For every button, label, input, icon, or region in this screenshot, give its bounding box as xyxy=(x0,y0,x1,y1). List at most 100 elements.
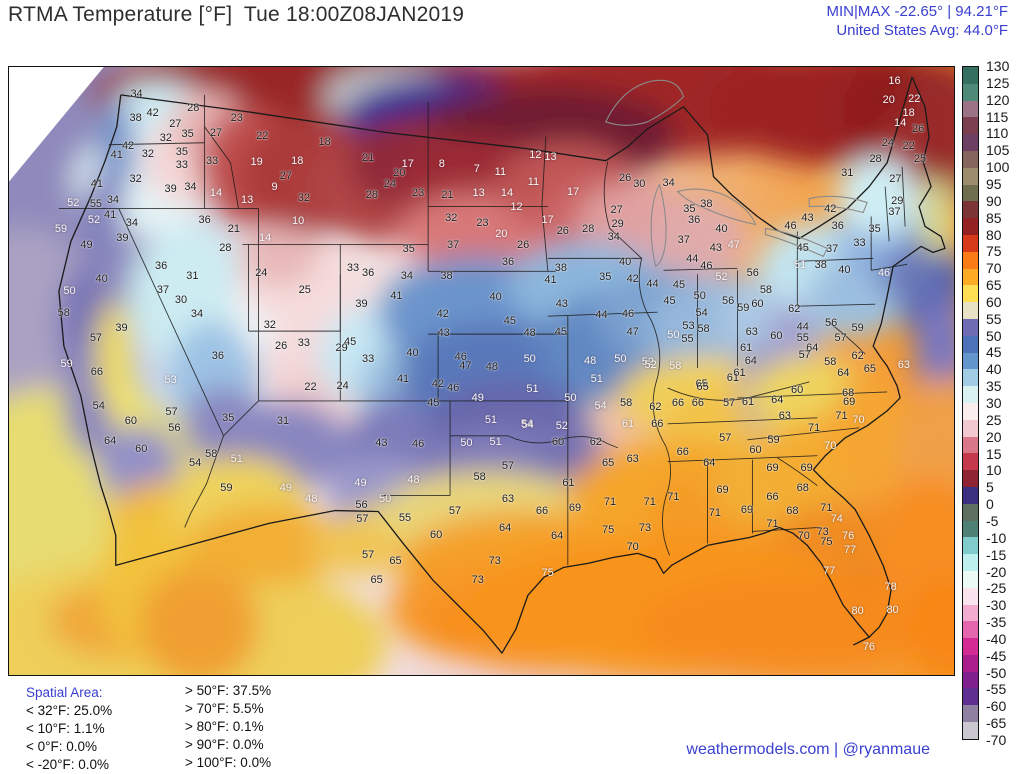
temperature-value-label: 51 xyxy=(526,382,539,395)
temperature-value-label: 44 xyxy=(646,278,659,291)
temperature-value-label: 14 xyxy=(894,116,907,129)
temperature-value-label: 60 xyxy=(430,529,443,542)
colorbar-tick: 35 xyxy=(986,378,1002,395)
temperature-value-label: 27 xyxy=(889,172,902,185)
colorbar-band xyxy=(963,470,978,487)
temperature-value-label: 29 xyxy=(335,341,348,354)
temperature-value-label: 48 xyxy=(584,355,597,368)
temperature-value-label: 50 xyxy=(523,352,536,365)
colorbar-band xyxy=(963,436,978,454)
temperature-value-label: 39 xyxy=(116,232,129,245)
colorbar-tick: 25 xyxy=(986,411,1002,428)
temperature-value-label: 69 xyxy=(842,396,856,408)
temperature-value-label: 60 xyxy=(135,442,148,455)
temperature-value-label: 35 xyxy=(175,145,189,158)
temperature-value-label: 34 xyxy=(400,269,413,282)
temperature-value-label: 43 xyxy=(437,327,450,340)
temperature-value-label: 52 xyxy=(715,271,728,284)
temperature-value-label: 44 xyxy=(796,321,809,334)
temperature-value-label: 31 xyxy=(186,270,199,283)
temperature-value-label: 56 xyxy=(355,499,368,512)
temperature-value-label: 54 xyxy=(189,456,202,469)
temperature-value-label: 66 xyxy=(90,366,103,379)
colorbar-tick: 75 xyxy=(986,243,1002,260)
colorbar-tick: -60 xyxy=(986,698,1007,715)
colorbar-ticks: 130 125 120 115 110 105 100 95 90 85 80 75 70 65 60 55 5… xyxy=(986,58,1022,748)
temperature-value-label: 51 xyxy=(230,452,243,465)
temperature-value-label: 28 xyxy=(219,242,232,255)
temperature-value-label: 62 xyxy=(851,349,864,362)
temperature-value-label: 71 xyxy=(708,506,722,519)
colorbar-tick: -5 xyxy=(986,512,999,529)
temperature-value-label: 39 xyxy=(164,182,177,195)
temperature-value-label: 58 xyxy=(473,471,486,484)
temperature-value-label: 52 xyxy=(67,196,80,209)
temperature-value-label: 51 xyxy=(793,258,807,271)
minmax-line: MIN|MAX -22.65° | 94.21°F xyxy=(826,3,1008,20)
temperature-value-label: 48 xyxy=(485,360,499,373)
colorbar-band xyxy=(963,587,978,605)
temperature-colorbar: 130 125 120 115 110 105 100 95 90 85 80 75 70 65 60 55 5… xyxy=(962,58,1022,748)
stat-line-below-threshold: < -20°F: 0.0% xyxy=(26,757,110,772)
colorbar-band xyxy=(963,688,978,706)
temperature-value-label: 21 xyxy=(441,188,454,201)
temperature-value-label: 64 xyxy=(806,341,819,354)
temperature-value-label: 35 xyxy=(683,203,696,216)
temperature-value-label: 66 xyxy=(535,504,549,517)
colorbar-tick: 40 xyxy=(986,361,1002,378)
temperature-value-label: 18 xyxy=(291,154,304,167)
temperature-value-label: 70 xyxy=(797,530,810,543)
temperature-value-label: 71 xyxy=(643,495,656,508)
temperature-value-label: 77 xyxy=(823,565,836,578)
colorbar-band xyxy=(963,604,978,622)
temperature-value-label: 32 xyxy=(141,147,155,160)
temperature-value-label: 17 xyxy=(541,213,554,226)
temperature-value-label: 66 xyxy=(651,417,664,430)
colorbar-tick: -20 xyxy=(986,563,1007,580)
colorbar-band xyxy=(963,134,978,151)
colorbar-band xyxy=(963,318,978,336)
page-title: RTMA Temperature [°F] Tue 18:00Z08JAN201… xyxy=(8,3,465,26)
temperature-value-label: 59 xyxy=(851,322,864,335)
temperature-value-label: 65 xyxy=(695,377,708,390)
temperature-value-label: 27 xyxy=(209,126,223,139)
temperature-value-label: 73 xyxy=(638,522,652,535)
temperature-value-label: 19 xyxy=(250,155,263,168)
temperature-value-label: 26 xyxy=(556,225,569,238)
temperature-value-label: 57 xyxy=(722,396,736,409)
temperature-value-label: 69 xyxy=(716,483,729,496)
temperature-value-label: 47 xyxy=(626,326,639,339)
temperature-value-label: 52 xyxy=(641,355,654,368)
colorbar-band xyxy=(963,537,978,555)
colorbar-tick: -55 xyxy=(986,681,1007,698)
temperature-map-art xyxy=(9,67,954,675)
temperature-value-label: 45 xyxy=(672,279,686,292)
temperature-value-label: 70 xyxy=(852,413,865,426)
temperature-value-label: 45 xyxy=(427,396,440,409)
temperature-value-label: 42 xyxy=(824,203,837,216)
temperature-value-label: 63 xyxy=(745,326,758,339)
attribution-link[interactable]: weathermodels.com | @ryanmaue xyxy=(686,741,930,758)
temperature-value-label: 57 xyxy=(356,512,369,525)
temperature-value-label: 22 xyxy=(256,129,269,142)
temperature-value-label: 56 xyxy=(825,316,838,329)
temperature-value-label: 46 xyxy=(621,308,635,321)
temperature-value-label: 49 xyxy=(80,238,93,251)
temperature-value-label: 63 xyxy=(778,409,791,422)
temperature-value-label: 61 xyxy=(733,366,746,379)
colorbar-band xyxy=(963,352,978,370)
temperature-value-label: 32 xyxy=(297,192,310,205)
temperature-value-label: 37 xyxy=(677,233,690,246)
temperature-value-label: 57 xyxy=(834,332,847,345)
temperature-value-label: 50 xyxy=(614,352,627,365)
temperature-value-label: 73 xyxy=(816,525,829,538)
temperature-value-label: 34 xyxy=(190,308,204,321)
temperature-value-label: 65 xyxy=(696,380,709,393)
temperature-value-label: 28 xyxy=(582,223,595,236)
temperature-value-label: 48 xyxy=(523,327,536,340)
temperature-value-label: 58 xyxy=(57,307,70,320)
temperature-value-label: 55 xyxy=(89,197,103,210)
temperature-value-label: 57 xyxy=(361,548,375,561)
temperature-value-label: 46 xyxy=(784,220,797,233)
temperature-value-label: 54 xyxy=(594,399,607,412)
